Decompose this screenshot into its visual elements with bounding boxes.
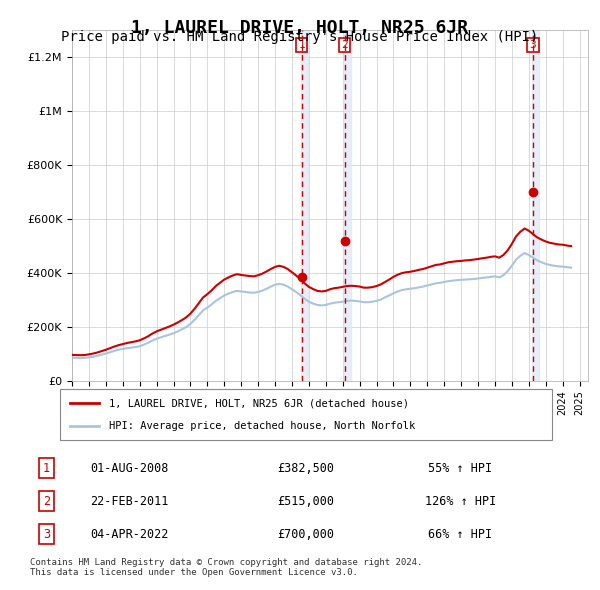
Text: Price paid vs. HM Land Registry's House Price Index (HPI): Price paid vs. HM Land Registry's House … — [61, 30, 539, 44]
FancyBboxPatch shape — [60, 389, 552, 440]
Text: 55% ↑ HPI: 55% ↑ HPI — [428, 461, 493, 475]
Text: £700,000: £700,000 — [277, 527, 335, 541]
Text: 2: 2 — [43, 494, 50, 508]
Text: 2: 2 — [341, 40, 348, 50]
Text: 1, LAUREL DRIVE, HOLT, NR25 6JR: 1, LAUREL DRIVE, HOLT, NR25 6JR — [131, 19, 469, 37]
Bar — [301, 30, 308, 381]
Text: HPI: Average price, detached house, North Norfolk: HPI: Average price, detached house, Nort… — [109, 421, 415, 431]
Text: 3: 3 — [530, 40, 536, 50]
Text: £382,500: £382,500 — [277, 461, 335, 475]
Text: 22-FEB-2011: 22-FEB-2011 — [90, 494, 169, 508]
Text: 1: 1 — [298, 40, 305, 50]
Text: 66% ↑ HPI: 66% ↑ HPI — [428, 527, 493, 541]
Text: 01-AUG-2008: 01-AUG-2008 — [90, 461, 169, 475]
Text: £515,000: £515,000 — [277, 494, 335, 508]
Text: 126% ↑ HPI: 126% ↑ HPI — [425, 494, 496, 508]
Text: 3: 3 — [43, 527, 50, 541]
Text: Contains HM Land Registry data © Crown copyright and database right 2024.
This d: Contains HM Land Registry data © Crown c… — [30, 558, 422, 577]
Bar — [532, 30, 539, 381]
Bar — [344, 30, 351, 381]
Text: 1, LAUREL DRIVE, HOLT, NR25 6JR (detached house): 1, LAUREL DRIVE, HOLT, NR25 6JR (detache… — [109, 398, 409, 408]
Text: 1: 1 — [43, 461, 50, 475]
Text: 04-APR-2022: 04-APR-2022 — [90, 527, 169, 541]
